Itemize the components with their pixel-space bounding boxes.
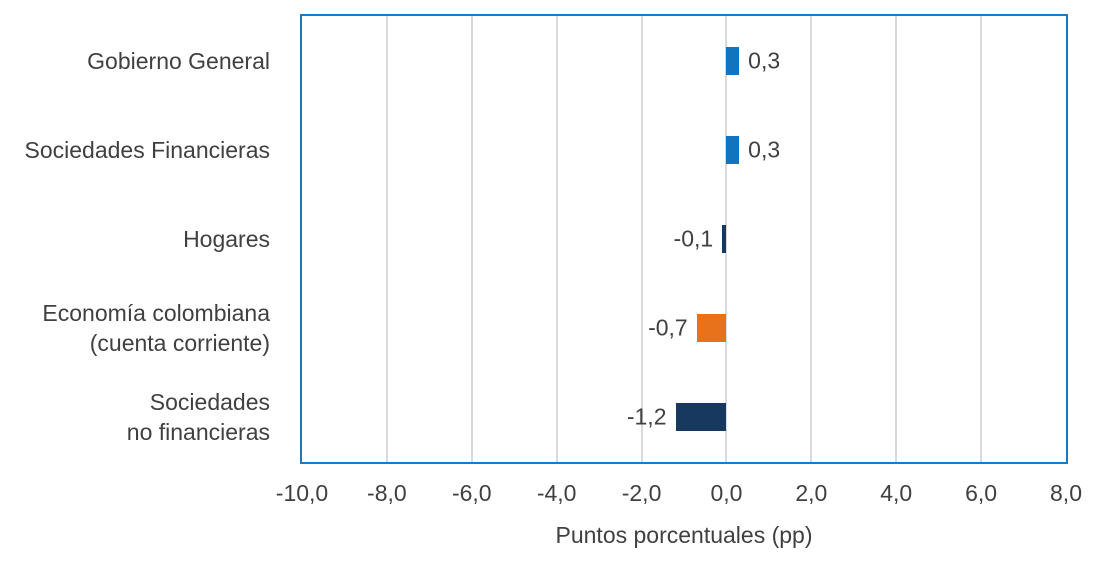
x-axis-title: Puntos porcentuales (pp) [555, 522, 813, 548]
x-tick-label-6,0: 6,0 [965, 480, 998, 506]
category-label-0: Gobierno General [87, 47, 270, 74]
gridline-x-0 [725, 16, 728, 462]
gridline-x--6 [470, 16, 473, 462]
x-tick-label--2,0: -2,0 [621, 480, 662, 506]
x-tick-label--6,0: -6,0 [451, 480, 492, 506]
gridline-x--2 [640, 16, 643, 462]
x-tick-label-4,0: 4,0 [880, 480, 913, 506]
category-label-1: Sociedades Financieras [24, 136, 270, 163]
bar-3-econom-a-colombiana-cuenta-corriente- [696, 314, 727, 343]
gridline-x-2 [810, 16, 813, 462]
x-tick-label--8,0: -8,0 [367, 480, 407, 506]
category-axis-labels: Gobierno General Sociedades Financieras Ho… [0, 16, 270, 462]
bar-2-hogares [722, 225, 727, 253]
bar-4-sociedades-no-financieras [675, 403, 727, 432]
x-tick-label-2,0: 2,0 [795, 480, 828, 506]
x-tick-label--4,0: -4,0 [536, 480, 577, 506]
plot-area: 0,3 0,3 -0,1 -0,7 -1,2 [300, 14, 1068, 464]
bar-value-label-3: -0,7 [648, 314, 688, 341]
bar-value-label-1: 0,3 [748, 136, 781, 163]
category-label-4: Sociedades no financieras [126, 389, 270, 446]
bar-value-label-2: -0,1 [673, 225, 714, 252]
bar-value-label-0: 0,3 [748, 47, 781, 74]
x-tick-label-0,0: 0,0 [710, 480, 743, 506]
bar-1-sociedades-financieras [726, 135, 740, 164]
gridline-x-4 [895, 16, 898, 462]
gridline-x--8 [385, 16, 388, 462]
category-label-2: Hogares [183, 226, 270, 252]
x-tick-label-8,0: 8,0 [1050, 480, 1082, 506]
x-tick-label--10,0: -10,0 [275, 480, 329, 506]
gridline-x-6 [980, 16, 983, 462]
bar-value-label-4: -1,2 [626, 403, 667, 430]
gridline-x--4 [555, 16, 558, 462]
bar-0-gobierno-general [726, 46, 740, 75]
category-label-3: Economía colombiana (cuenta corriente) [42, 300, 270, 357]
